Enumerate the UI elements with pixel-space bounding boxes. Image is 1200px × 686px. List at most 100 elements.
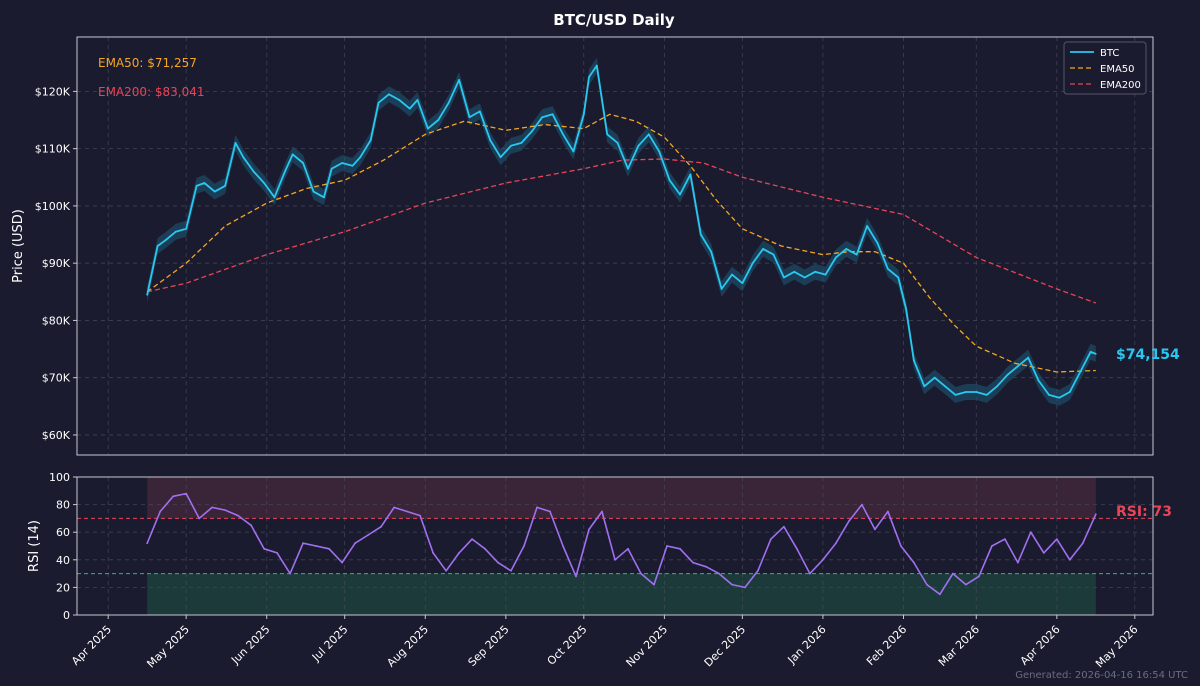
btc-point	[965, 391, 967, 393]
rsi-point	[354, 542, 356, 545]
btc-point	[689, 173, 692, 176]
footer-timestamp: Generated: 2026-04-16 16:54 UTC	[1015, 670, 1188, 681]
oversold-zone	[147, 573, 1096, 615]
chart-title: BTC/USD Daily	[553, 11, 675, 29]
btc-point	[479, 110, 481, 113]
rsi-point	[770, 538, 772, 540]
price-y-tick-label: $110K	[35, 143, 71, 156]
btc-point	[447, 101, 450, 104]
rsi-point	[419, 514, 421, 517]
price-panel: $60K $70K $80K $90K $100K $110K $120K Price (U…	[11, 36, 1180, 456]
rsi-point	[380, 525, 382, 528]
rsi-point	[848, 520, 850, 523]
ema200-line	[147, 158, 1097, 304]
rsi-point	[276, 552, 278, 554]
btc-point	[284, 170, 286, 173]
rsi-point	[549, 510, 551, 513]
btc-point	[1027, 356, 1030, 359]
btc-point	[616, 142, 619, 144]
btc-point	[793, 270, 796, 273]
rsi-point	[471, 538, 473, 540]
btc-point	[1079, 371, 1082, 373]
price-axes-frame	[76, 36, 1154, 456]
rsi-point	[913, 561, 915, 564]
price-y-tick-label: $120K	[35, 85, 71, 98]
ema50-annotation: EMA50: $71,257	[98, 56, 197, 70]
btc-point	[1089, 351, 1092, 353]
btc-point	[845, 248, 848, 250]
btc-point	[174, 230, 177, 233]
rsi-y-tick-label: 60	[56, 526, 70, 539]
btc-point	[427, 127, 429, 130]
rsi-point	[796, 547, 798, 550]
price-y-tick-label: $60K	[42, 429, 71, 442]
rsi-point	[328, 547, 330, 550]
rsi-y-label: RSI (14)	[27, 520, 42, 572]
btc-point	[408, 107, 411, 110]
btc-point	[263, 182, 265, 184]
btc-point	[985, 394, 988, 396]
ema50-line	[146, 113, 1096, 373]
rsi-point	[900, 545, 902, 547]
btc-point	[923, 385, 926, 388]
btc-point	[933, 376, 936, 379]
rsi-point	[601, 510, 603, 513]
btc-point	[302, 162, 304, 164]
price-y-label: Price (USD)	[11, 209, 26, 283]
btc-point	[637, 144, 640, 147]
rsi-points	[146, 492, 1097, 596]
rsi-point	[705, 565, 707, 568]
rsi-y-tick-label: 80	[56, 499, 70, 512]
rsi-point	[926, 583, 928, 586]
btc-point	[699, 233, 702, 236]
btc-point	[323, 196, 325, 199]
btc-point	[954, 394, 957, 396]
rsi-grid	[77, 477, 1153, 615]
rsi-point	[874, 528, 876, 531]
btc-point	[803, 276, 806, 279]
btc-point	[582, 113, 585, 116]
btc-point	[996, 385, 998, 388]
btc-point	[468, 116, 471, 119]
rsi-point	[237, 514, 240, 517]
price-y-tick-label: $90K	[42, 257, 71, 270]
btc-point	[572, 150, 575, 153]
btc-point	[1017, 365, 1019, 368]
btc-point	[835, 256, 837, 259]
rsi-point	[523, 545, 525, 547]
btc-point	[588, 76, 590, 78]
rsi-point	[159, 510, 162, 513]
rsi-point	[744, 586, 746, 589]
legend-label-ema200: EMA200	[1100, 80, 1141, 91]
btc-point	[242, 156, 245, 159]
btc-point	[359, 156, 362, 159]
rsi-point	[887, 510, 889, 513]
rsi-point	[406, 510, 408, 513]
btc-point	[458, 79, 460, 81]
rsi-point	[627, 547, 629, 550]
rsi-point	[263, 547, 265, 550]
btc-point	[330, 167, 333, 170]
btc-point	[291, 153, 294, 156]
rsi-point	[692, 561, 694, 564]
rsi-point	[666, 545, 668, 547]
rsi-point	[315, 545, 317, 547]
rsi-point	[757, 569, 759, 572]
rsi-point	[497, 561, 499, 564]
rsi-point	[822, 558, 824, 561]
rsi-annotation: RSI: 73	[1116, 504, 1172, 520]
btc-point	[731, 273, 733, 276]
btc-point	[146, 293, 149, 296]
rsi-point	[484, 547, 486, 550]
btc-point	[772, 253, 775, 256]
btc-point	[814, 270, 816, 273]
btc-point	[679, 193, 681, 196]
price-y-ticks: $60K $70K $80K $90K $100K $110K $120K	[35, 85, 77, 442]
rsi-point	[861, 503, 863, 506]
btc-point	[720, 288, 723, 290]
rsi-point	[198, 517, 201, 520]
btc-point	[437, 119, 440, 121]
rsi-y-tick-label: 0	[63, 609, 70, 622]
btc-point	[866, 225, 868, 227]
